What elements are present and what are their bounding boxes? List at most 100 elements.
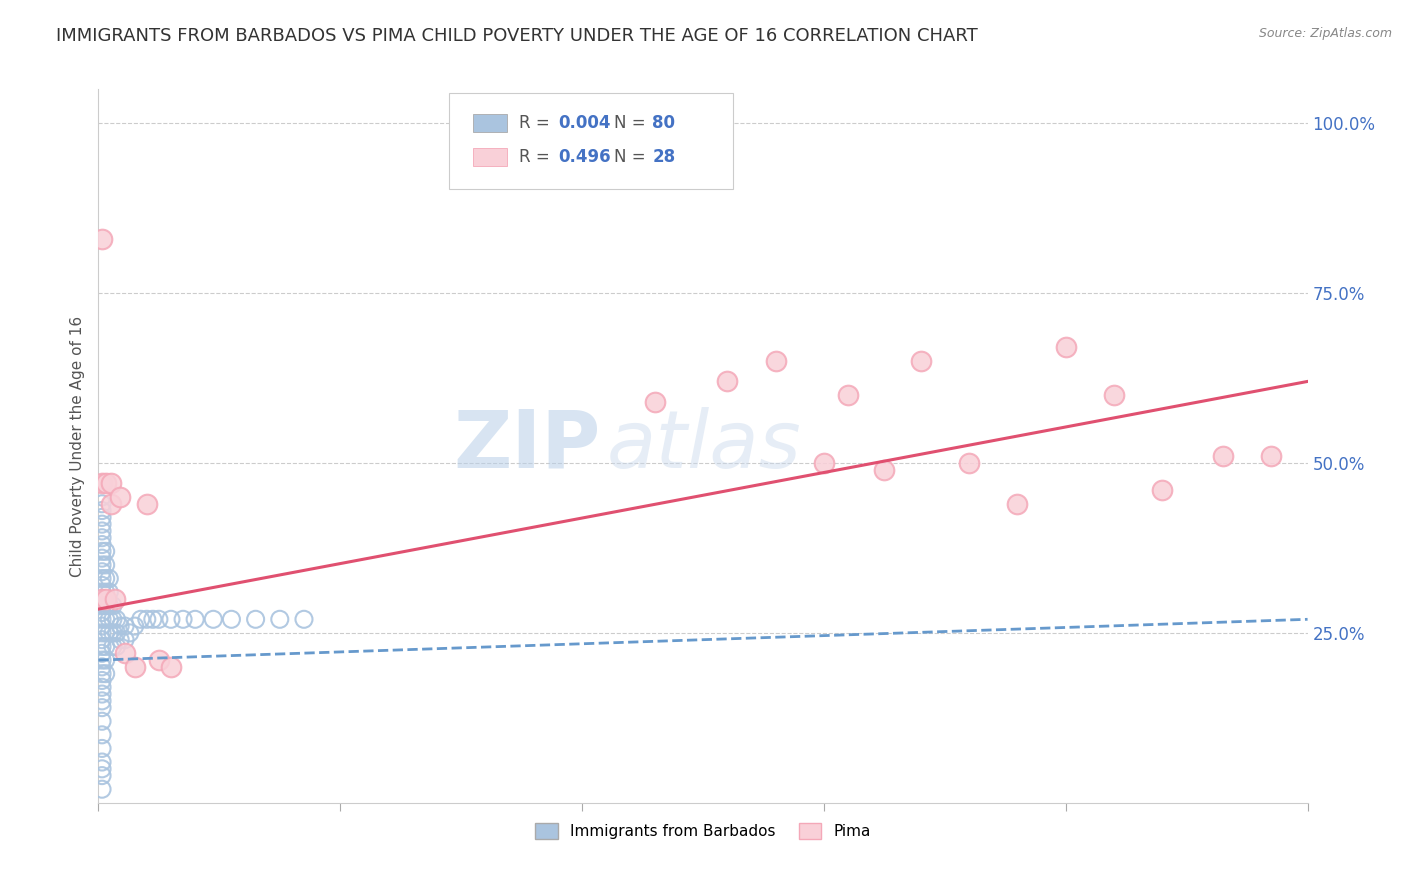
Point xyxy=(135,612,157,626)
Point xyxy=(91,578,114,592)
Point xyxy=(91,687,114,701)
Point xyxy=(91,741,114,756)
Text: 28: 28 xyxy=(652,148,675,166)
Point xyxy=(1007,497,1029,511)
Text: 0.496: 0.496 xyxy=(558,148,610,166)
Point xyxy=(98,612,121,626)
Point xyxy=(101,599,124,613)
Point xyxy=(91,497,114,511)
Point xyxy=(114,632,136,647)
Point xyxy=(135,497,157,511)
Point xyxy=(91,558,114,572)
Point xyxy=(100,497,122,511)
Point xyxy=(91,660,114,674)
Point xyxy=(98,585,121,599)
Point xyxy=(142,612,165,626)
Point xyxy=(91,782,114,797)
Point xyxy=(91,700,114,714)
Point xyxy=(91,524,114,538)
Point xyxy=(94,585,117,599)
FancyBboxPatch shape xyxy=(474,114,508,132)
Point xyxy=(98,599,121,613)
Point xyxy=(101,612,124,626)
Point xyxy=(91,517,114,532)
Point xyxy=(644,394,666,409)
Point xyxy=(221,612,243,626)
Point xyxy=(94,544,117,558)
Point xyxy=(101,626,124,640)
Point xyxy=(114,619,136,633)
Point xyxy=(91,544,114,558)
Point xyxy=(94,626,117,640)
Point xyxy=(1260,449,1282,463)
Point xyxy=(91,565,114,579)
Point xyxy=(105,640,128,654)
Point xyxy=(91,632,114,647)
Text: IMMIGRANTS FROM BARBADOS VS PIMA CHILD POVERTY UNDER THE AGE OF 16 CORRELATION C: IMMIGRANTS FROM BARBADOS VS PIMA CHILD P… xyxy=(56,27,979,45)
Point xyxy=(91,591,114,606)
Text: 0.004: 0.004 xyxy=(558,114,610,132)
Point xyxy=(98,626,121,640)
Point xyxy=(114,646,136,660)
Point xyxy=(910,354,932,368)
Point xyxy=(124,660,146,674)
Point xyxy=(108,632,131,647)
Point xyxy=(202,612,225,626)
Point xyxy=(148,653,170,667)
Point xyxy=(91,626,114,640)
Point xyxy=(91,599,114,613)
Point xyxy=(160,660,183,674)
Point xyxy=(124,619,146,633)
Point xyxy=(94,572,117,586)
Point xyxy=(94,558,117,572)
FancyBboxPatch shape xyxy=(449,93,734,189)
Point xyxy=(91,490,114,504)
Point xyxy=(873,463,896,477)
Point xyxy=(118,626,141,640)
Point xyxy=(1152,483,1174,498)
Point xyxy=(1212,449,1234,463)
Point xyxy=(98,572,121,586)
Point xyxy=(957,456,980,470)
Text: R =: R = xyxy=(519,114,555,132)
Point xyxy=(91,728,114,742)
Point xyxy=(245,612,267,626)
Point xyxy=(94,640,117,654)
Text: Source: ZipAtlas.com: Source: ZipAtlas.com xyxy=(1258,27,1392,40)
Point xyxy=(837,388,859,402)
Point xyxy=(148,612,170,626)
Text: N =: N = xyxy=(613,148,651,166)
Point xyxy=(94,599,117,613)
Point xyxy=(108,490,131,504)
Point xyxy=(184,612,207,626)
FancyBboxPatch shape xyxy=(474,148,508,166)
Point xyxy=(94,666,117,681)
Point xyxy=(292,612,315,626)
Point xyxy=(101,640,124,654)
Y-axis label: Child Poverty Under the Age of 16: Child Poverty Under the Age of 16 xyxy=(69,316,84,576)
Point xyxy=(91,606,114,620)
Point xyxy=(813,456,835,470)
Point xyxy=(1102,388,1125,402)
Point xyxy=(91,666,114,681)
Point xyxy=(91,640,114,654)
Point xyxy=(269,612,291,626)
Text: ZIP: ZIP xyxy=(453,407,600,485)
Text: N =: N = xyxy=(613,114,651,132)
Point xyxy=(104,591,127,606)
Point xyxy=(91,653,114,667)
Point xyxy=(105,626,128,640)
Point xyxy=(91,591,114,606)
Point xyxy=(91,531,114,545)
Point xyxy=(100,476,122,491)
Point xyxy=(172,612,194,626)
Point xyxy=(91,755,114,769)
Point xyxy=(91,585,114,599)
Point xyxy=(91,510,114,524)
Point xyxy=(129,612,152,626)
Point xyxy=(91,673,114,688)
Point xyxy=(91,612,114,626)
Legend: Immigrants from Barbados, Pima: Immigrants from Barbados, Pima xyxy=(529,817,877,845)
Text: atlas: atlas xyxy=(606,407,801,485)
Point xyxy=(108,619,131,633)
